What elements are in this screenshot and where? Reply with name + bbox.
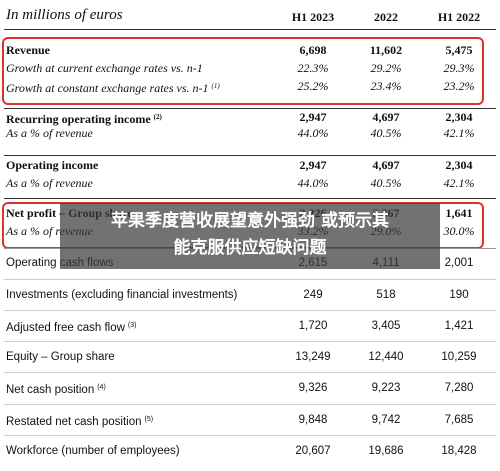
row-label: Operating income <box>6 158 98 172</box>
cell-value: 9,326 <box>298 382 328 394</box>
row-label: Equity – Group share <box>6 350 115 364</box>
footnote-ref: (5) <box>144 416 154 423</box>
cell-value: 12,440 <box>368 351 404 363</box>
table-title: In millions of euros <box>6 7 123 23</box>
cell-value: 4,697 <box>372 158 400 172</box>
footnote-ref: (4) <box>97 384 106 391</box>
cell-value: 2,947 <box>299 110 327 124</box>
row-rule <box>4 198 496 199</box>
cell-value: 23.2% <box>443 79 475 93</box>
cell-value: 42.1% <box>443 126 475 140</box>
cell-value: 25.2% <box>297 79 329 93</box>
row-label: Revenue <box>6 43 50 57</box>
label-text: Revenue <box>6 43 50 57</box>
cell-value: 18,428 <box>441 445 477 457</box>
cell-value: 2,001 <box>444 257 474 269</box>
cell-value: 1,720 <box>298 320 328 332</box>
overlay-text: 能克服供应短缺问题 <box>173 238 327 258</box>
footnote-ref: (3) <box>127 322 137 329</box>
label-text: Net cash position <box>6 384 95 396</box>
label-text: Investments (excluding financial investm… <box>6 289 238 301</box>
row-label: Restated net cash position (5) <box>6 413 153 429</box>
cell-value: 190 <box>449 289 469 301</box>
cell-value: 11,602 <box>369 43 403 57</box>
row-label: Investments (excluding financial investm… <box>6 288 237 302</box>
row-rule <box>4 341 496 342</box>
row-label: Growth at constant exchange rates vs. n-… <box>6 79 220 95</box>
cell-value: 40.5% <box>370 176 402 190</box>
cell-value: 9,223 <box>371 382 401 394</box>
cell-value: 5,475 <box>445 43 473 57</box>
row-rule <box>4 155 496 156</box>
label-text: Growth at current exchange rates vs. n-1 <box>6 61 203 75</box>
cell-value: 29.2% <box>370 61 402 75</box>
cell-value: 30.0% <box>443 224 475 238</box>
row-label: Net cash position (4) <box>6 381 106 397</box>
cell-value: 23.4% <box>370 79 402 93</box>
cell-value: 22.3% <box>297 61 329 75</box>
row-label: As a % of revenue <box>6 176 93 190</box>
footnote-ref: (1) <box>211 82 220 90</box>
label-text: Growth at constant exchange rates vs. n-… <box>6 81 209 95</box>
row-label: Recurring operating income (2) <box>6 110 162 126</box>
label-text: Recurring operating income <box>6 112 151 126</box>
cell-value: 44.0% <box>297 126 329 140</box>
cell-value: 9,742 <box>371 414 401 426</box>
row-rule <box>4 372 496 373</box>
cell-value: 2,947 <box>299 158 327 172</box>
label-text: As a % of revenue <box>6 176 93 190</box>
cell-value: 19,686 <box>368 445 404 457</box>
row-label: As a % of revenue <box>6 126 93 140</box>
row-rule <box>4 435 496 436</box>
cell-value: 40.5% <box>370 126 402 140</box>
label-text: As a % of revenue <box>6 126 93 140</box>
cell-value: 249 <box>303 289 323 301</box>
header-rule <box>4 29 496 30</box>
cell-value: 29.3% <box>443 61 475 75</box>
row-label: Growth at current exchange rates vs. n-1 <box>6 61 203 75</box>
row-rule <box>4 108 496 109</box>
row-label: Adjusted free cash flow (3) <box>6 319 136 335</box>
cell-value: 2,304 <box>445 158 473 172</box>
highlight-box <box>2 37 484 105</box>
cell-value: 42.1% <box>443 176 475 190</box>
cell-value: 7,280 <box>444 382 474 394</box>
cell-value: 6,698 <box>299 43 327 57</box>
cell-value: 4,697 <box>372 110 400 124</box>
cell-value: 7,685 <box>444 414 474 426</box>
label-text: Operating income <box>6 158 99 172</box>
cell-value: 2,304 <box>445 110 473 124</box>
label-text: Workforce (number of employees) <box>6 445 180 457</box>
cell-value: 1,641 <box>445 206 473 220</box>
cell-value: 13,249 <box>295 351 331 363</box>
overlay-text: 苹果季度营收展望意外强劲 或预示其 <box>111 211 389 231</box>
cell-value: 10,259 <box>441 351 477 363</box>
cell-value: 3,405 <box>371 320 401 332</box>
row-rule <box>4 279 496 280</box>
row-rule <box>4 404 496 405</box>
label-text: Adjusted free cash flow <box>6 322 125 334</box>
cell-value: 518 <box>376 289 396 301</box>
news-overlay <box>60 203 440 269</box>
cell-value: 9,848 <box>298 414 328 426</box>
footnote-ref: (2) <box>153 113 162 121</box>
column-header: H1 2023 <box>291 10 335 24</box>
row-label: Workforce (number of employees) <box>6 444 180 458</box>
label-text: Restated net cash position <box>6 416 142 428</box>
cell-value: 44.0% <box>297 176 329 190</box>
label-text: Equity – Group share <box>6 351 115 363</box>
cell-value: 1,421 <box>444 320 474 332</box>
column-header: H1 2022 <box>437 10 481 24</box>
row-rule <box>4 310 496 311</box>
cell-value: 20,607 <box>295 445 331 457</box>
column-header: 2022 <box>374 10 398 24</box>
